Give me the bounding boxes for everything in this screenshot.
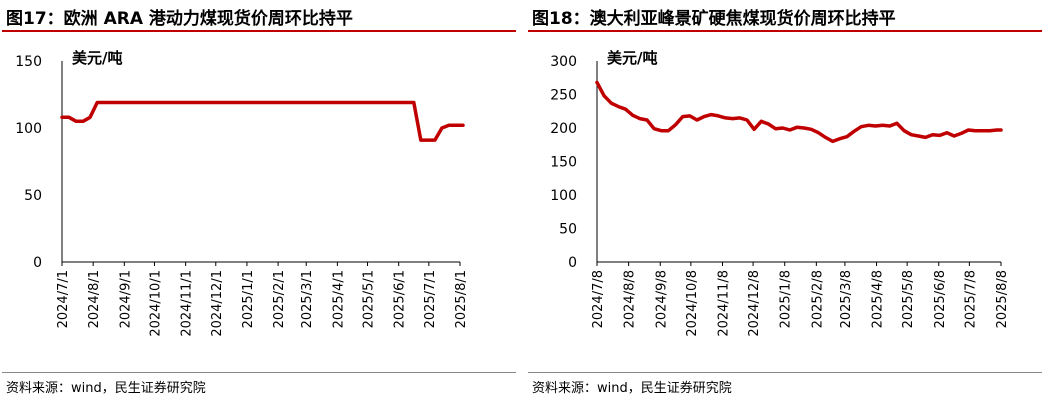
y-tick-label: 200 — [550, 121, 577, 137]
x-tick-label: 2025/3/8 — [839, 270, 854, 328]
x-tick-label: 2025/1/8 — [779, 270, 794, 328]
series-line — [60, 100, 465, 142]
y-tick-label: 100 — [15, 121, 42, 137]
x-tick-label: 2025/1/1 — [241, 270, 256, 328]
x-tick-label: 2024/7/8 — [591, 270, 606, 328]
y-tick-label: 250 — [550, 88, 577, 104]
source-note: 资料来源：wind，民生证券研究院 — [532, 381, 732, 396]
x-tick-label: 2024/7/1 — [56, 270, 71, 328]
x-tick-label: 2025/8/1 — [454, 270, 469, 328]
x-tick-label: 2025/2/8 — [810, 270, 825, 328]
chart-title: 图17：欧洲 ARA 港动力煤现货价周环比持平 — [6, 9, 353, 29]
chart-panel-ara: 图17：欧洲 ARA 港动力煤现货价周环比持平 0 50 100 150 美元/吨 202… — [0, 0, 520, 404]
x-tick-label: 2025/6/1 — [393, 270, 408, 328]
x-tick-label: 2025/3/1 — [300, 270, 315, 328]
y-tick-label: 150 — [550, 155, 577, 171]
x-tick-label: 2025/8/8 — [995, 270, 1010, 328]
x-tick-label: 2025/7/1 — [423, 270, 438, 328]
line-chart-peak-downs: 0 50 100 150 200 250 300 美元/吨 2024/7/8 2024/8/8 20… — [550, 49, 1010, 337]
y-tick-label: 50 — [24, 188, 42, 204]
x-tick-label: 2024/9/8 — [654, 270, 669, 328]
title-divider — [2, 30, 516, 32]
x-tick-label: 2024/12/1 — [210, 270, 225, 337]
x-tick-label: 2025/7/8 — [963, 270, 978, 328]
y-tick-label: 0 — [568, 255, 577, 271]
x-tick-label: 2024/12/8 — [747, 270, 762, 337]
x-tick-label: 2025/6/8 — [933, 270, 948, 328]
y-axis-unit-label: 美元/吨 — [72, 49, 122, 67]
x-tick-label: 2024/10/1 — [148, 270, 163, 337]
x-tick-label: 2024/9/1 — [118, 270, 133, 328]
y-axis-unit-label: 美元/吨 — [607, 49, 657, 67]
x-tick-label: 2024/10/8 — [685, 270, 700, 337]
source-note: 资料来源：wind，民生证券研究院 — [6, 381, 206, 396]
chart-title: 图18：澳大利亚峰景矿硬焦煤现货价周环比持平 — [532, 9, 896, 29]
source-divider — [2, 372, 516, 373]
line-chart-ara: 0 50 100 150 美元/吨 2024/7/1 2024/8/1 2024/9/1 202… — [15, 49, 469, 337]
x-tick-label: 2024/11/8 — [716, 270, 731, 337]
y-tick-label: 300 — [550, 54, 577, 70]
x-tick-label: 2025/5/8 — [901, 270, 916, 328]
y-tick-label: 100 — [550, 188, 577, 204]
x-tick-label: 2025/2/1 — [272, 270, 287, 328]
title-divider — [528, 30, 1042, 32]
x-tick-label: 2025/5/1 — [362, 270, 377, 328]
series-line — [595, 80, 1003, 144]
x-tick-label: 2024/8/8 — [623, 270, 638, 328]
x-tick-label: 2024/11/1 — [180, 270, 195, 337]
y-tick-label: 150 — [15, 54, 42, 70]
y-tick-label: 0 — [33, 255, 42, 271]
x-tick-label: 2025/4/1 — [331, 270, 346, 328]
y-tick-label: 50 — [559, 222, 577, 238]
x-tick-label: 2025/4/8 — [871, 270, 886, 328]
source-divider — [528, 372, 1042, 373]
chart-panel-peak-downs: 图18：澳大利亚峰景矿硬焦煤现货价周环比持平 0 50 100 150 200 250 30… — [526, 0, 1046, 404]
x-tick-label: 2024/8/1 — [87, 270, 102, 328]
